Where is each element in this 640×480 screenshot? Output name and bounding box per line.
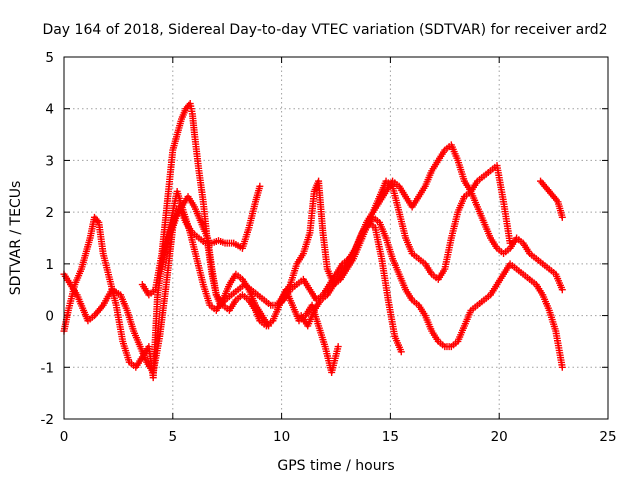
- data-point: [558, 363, 566, 371]
- x-tick-label: 15: [382, 429, 399, 445]
- data-point: [256, 182, 264, 190]
- data-point: [334, 343, 342, 351]
- series-track-6: [297, 141, 514, 330]
- y-tick-label: 4: [45, 102, 54, 118]
- chart-title: Day 164 of 2018, Sidereal Day-to-day VTE…: [42, 22, 607, 38]
- y-axis-label: SDTVAR / TECUs: [8, 181, 24, 296]
- series-track-7: [369, 177, 566, 294]
- series-track-4: [158, 193, 405, 356]
- y-tick-label: 0: [45, 309, 54, 325]
- series-track-1: [60, 182, 264, 376]
- series-track-5: [273, 177, 566, 371]
- x-axis-label: GPS time / hours: [277, 458, 394, 474]
- y-tick-label: 5: [45, 50, 54, 66]
- data-point: [558, 286, 566, 294]
- y-tick-label: 2: [45, 205, 54, 221]
- x-tick-label: 10: [273, 429, 290, 445]
- data-point: [558, 213, 566, 221]
- x-tick-label: 25: [599, 429, 616, 445]
- series-track-8: [537, 177, 566, 221]
- y-tick-label: -1: [41, 360, 54, 376]
- y-tick-label: 1: [45, 257, 54, 273]
- data-points: [60, 100, 566, 382]
- axis-ticks: 0 5 10 15 20 25 -2 -1 0 1 2 3 4 5: [41, 50, 617, 445]
- data-point: [397, 348, 405, 356]
- x-tick-label: 5: [169, 429, 178, 445]
- x-tick-label: 0: [60, 429, 69, 445]
- x-tick-label: 20: [491, 429, 508, 445]
- y-tick-label: -2: [41, 412, 54, 428]
- plot-frame: [63, 56, 609, 420]
- y-tick-label: 3: [45, 153, 54, 169]
